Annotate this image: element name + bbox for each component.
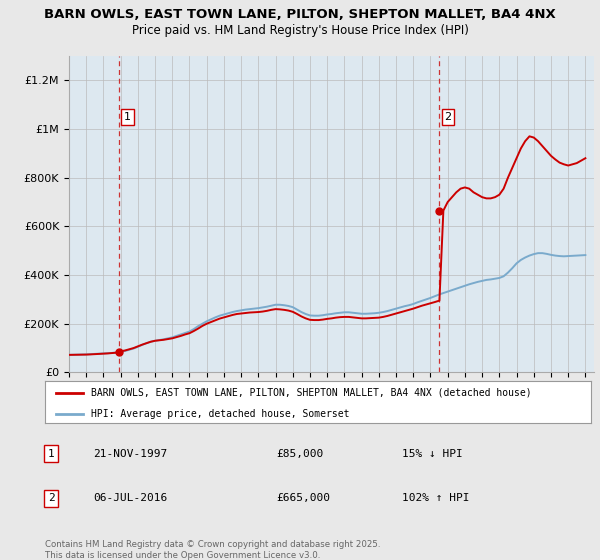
Text: 2: 2 [47,493,55,503]
Text: 1: 1 [47,449,55,459]
Text: HPI: Average price, detached house, Somerset: HPI: Average price, detached house, Some… [91,409,350,418]
Text: 1: 1 [124,112,131,122]
Text: 21-NOV-1997: 21-NOV-1997 [93,449,167,459]
Text: BARN OWLS, EAST TOWN LANE, PILTON, SHEPTON MALLET, BA4 4NX (detached house): BARN OWLS, EAST TOWN LANE, PILTON, SHEPT… [91,388,532,398]
Text: Price paid vs. HM Land Registry's House Price Index (HPI): Price paid vs. HM Land Registry's House … [131,24,469,36]
Text: BARN OWLS, EAST TOWN LANE, PILTON, SHEPTON MALLET, BA4 4NX: BARN OWLS, EAST TOWN LANE, PILTON, SHEPT… [44,8,556,21]
Text: 15% ↓ HPI: 15% ↓ HPI [402,449,463,459]
Text: £85,000: £85,000 [276,449,323,459]
Text: 2: 2 [445,112,452,122]
Text: Contains HM Land Registry data © Crown copyright and database right 2025.
This d: Contains HM Land Registry data © Crown c… [45,540,380,560]
Text: £665,000: £665,000 [276,493,330,503]
Text: 102% ↑ HPI: 102% ↑ HPI [402,493,470,503]
Text: 06-JUL-2016: 06-JUL-2016 [93,493,167,503]
